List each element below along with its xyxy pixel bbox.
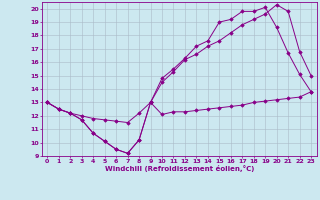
X-axis label: Windchill (Refroidissement éolien,°C): Windchill (Refroidissement éolien,°C) — [105, 165, 254, 172]
